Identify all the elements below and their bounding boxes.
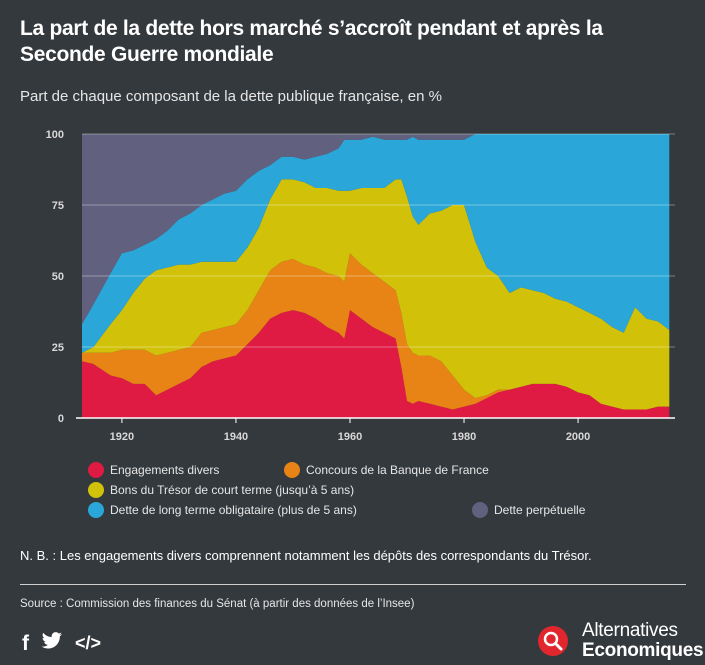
- area-series-2: [82, 179, 670, 410]
- y-tick-label: 75: [52, 200, 64, 212]
- x-tick-label: 1940: [224, 431, 248, 443]
- x-tick-label: 2000: [566, 431, 590, 443]
- chart-note: N. B. : Les engagements divers comprenne…: [20, 548, 592, 563]
- footer-divider: [20, 584, 686, 585]
- alternatives-economiques-logo[interactable]: Alternatives Economiques: [538, 620, 704, 662]
- y-tick-label: 25: [52, 342, 64, 354]
- area-series-0: [82, 310, 670, 418]
- legend-label: Bons du Trésor de court terme (jusqu’à 5…: [110, 483, 355, 497]
- logo-text-line2: Economiques: [582, 640, 704, 661]
- legend-swatch: [88, 482, 104, 498]
- y-tick-label: 50: [52, 271, 64, 283]
- area-series-3: [82, 134, 670, 353]
- y-tick-label: 0: [58, 413, 64, 425]
- legend-swatch: [88, 462, 104, 478]
- logo-text-line1: Alternatives: [582, 620, 678, 641]
- magnifier-icon: [538, 626, 568, 656]
- legend-item-engagements-divers: Engagements divers: [88, 462, 219, 478]
- facebook-icon[interactable]: f: [22, 631, 29, 655]
- chart-source: Source : Commission des finances du Séna…: [20, 598, 415, 610]
- legend-label: Dette perpétuelle: [494, 503, 586, 517]
- chart-subtitle: Part de chaque composant de la dette pub…: [20, 88, 442, 105]
- area-series-1: [82, 253, 670, 410]
- legend-swatch: [472, 502, 488, 518]
- legend-label: Dette de long terme obligataire (plus de…: [110, 503, 357, 517]
- legend-item-bons-du-tresor: Bons du Trésor de court terme (jusqu’à 5…: [88, 482, 354, 498]
- chart-title: La part de la dette hors marché s’accroî…: [20, 17, 603, 66]
- x-tick-label: 1960: [338, 431, 362, 443]
- twitter-icon[interactable]: [41, 632, 63, 655]
- legend-item-dette-perpetuelle: Dette perpétuelle: [472, 502, 585, 518]
- x-tick-label: 1980: [452, 431, 476, 443]
- legend-label: Engagements divers: [110, 463, 220, 477]
- embed-code-icon[interactable]: </>: [75, 633, 102, 653]
- social-share-bar: f </>: [22, 632, 101, 655]
- y-tick-label: 100: [46, 129, 64, 141]
- legend-swatch: [88, 502, 104, 518]
- area-series-4: [82, 134, 670, 325]
- legend-label: Concours de la Banque de France: [306, 463, 489, 477]
- legend-item-concours-banque-de-france: Concours de la Banque de France: [284, 462, 489, 478]
- legend-swatch: [284, 462, 300, 478]
- stacked-area-chart: 0 25 50 75 100 1920 1940 1960 1980 2000: [46, 129, 675, 443]
- x-tick-label: 1920: [110, 431, 134, 443]
- legend-item-dette-long-terme: Dette de long terme obligataire (plus de…: [88, 502, 357, 518]
